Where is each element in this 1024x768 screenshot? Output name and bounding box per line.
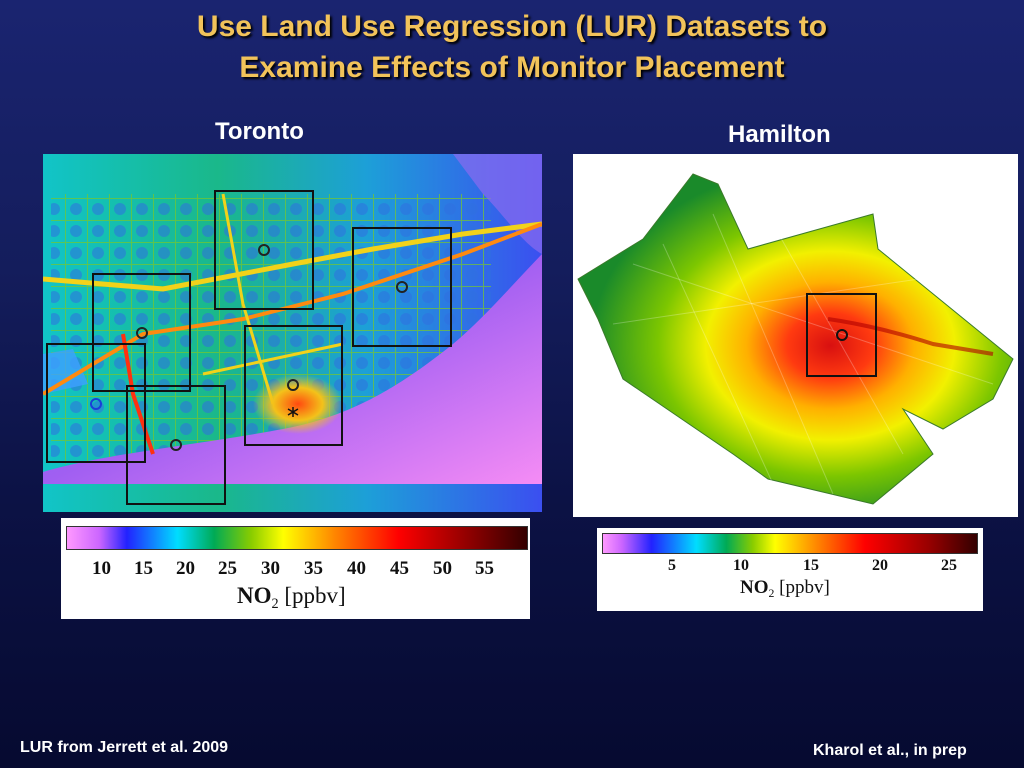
hamilton-pollutant: NO: [740, 577, 769, 598]
hamilton-unit: [ppbv]: [779, 577, 830, 598]
toronto-subscript: 2: [271, 595, 279, 612]
toronto-unit: [ppbv]: [284, 583, 346, 608]
hamilton-subscript: 2: [768, 587, 775, 601]
footer-left-citation: LUR from Jerrett et al. 2009: [20, 739, 229, 756]
toronto-tick-15: 15: [134, 558, 153, 579]
toronto-tick-45: 45: [390, 558, 409, 579]
hamilton-unit-label: NO2 [ppbv]: [740, 577, 830, 601]
title-line-2: Examine Effects of Monitor Placement: [239, 51, 785, 84]
toronto-pollutant: NO: [237, 583, 272, 608]
toronto-unit-label: NO2 [ppbv]: [237, 583, 346, 613]
toronto-map: [43, 154, 542, 512]
toronto-label: Toronto: [215, 118, 304, 145]
toronto-tick-35: 35: [304, 558, 323, 579]
toronto-tick-25: 25: [218, 558, 237, 579]
toronto-tick-30: 30: [261, 558, 280, 579]
title-line-1: Use Land Use Regression (LUR) Datasets t…: [196, 10, 828, 43]
hamilton-map: [573, 154, 1018, 517]
slide-title: Use Land Use Regression (LUR) Datasets t…: [0, 6, 1024, 88]
hamilton-tick-15: 15: [803, 557, 819, 574]
toronto-tick-20: 20: [176, 558, 195, 579]
footer-right-citation: Kharol et al., in prep: [813, 742, 967, 759]
toronto-colorbar-legend: 10 15 20 25 30 35 40 45 50 55 NO2 [ppbv]: [61, 518, 530, 619]
hamilton-tick-5: 5: [668, 557, 676, 574]
hamilton-colorbar-legend: 5 10 15 20 25 NO2 [ppbv]: [597, 528, 983, 611]
hamilton-tick-10: 10: [733, 557, 749, 574]
toronto-colorbar: [66, 526, 528, 550]
hamilton-label: Hamilton: [728, 121, 831, 148]
toronto-tick-40: 40: [347, 558, 366, 579]
hamilton-tick-20: 20: [872, 557, 888, 574]
hamilton-tick-25: 25: [941, 557, 957, 574]
toronto-tick-10: 10: [92, 558, 111, 579]
toronto-tick-55: 55: [475, 558, 494, 579]
hamilton-colorbar: [602, 533, 978, 554]
toronto-tick-50: 50: [433, 558, 452, 579]
